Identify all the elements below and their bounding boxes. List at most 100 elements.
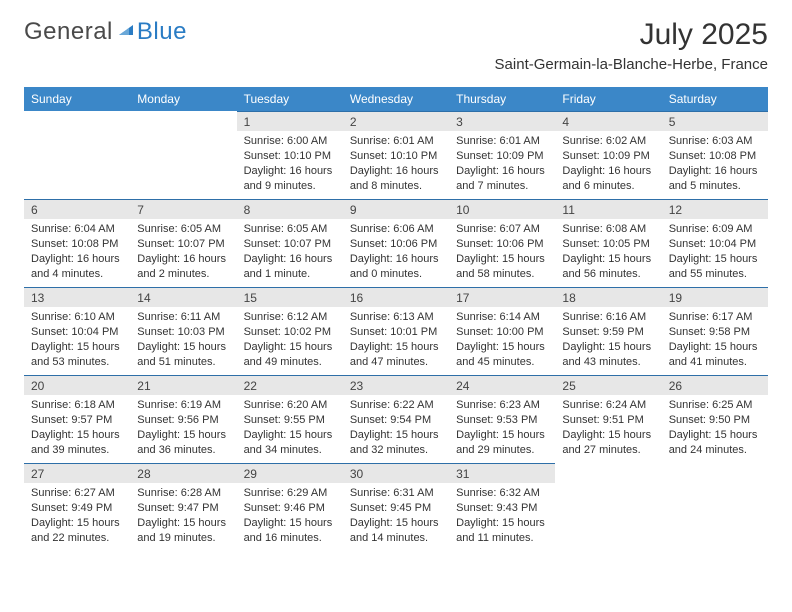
daylight-line: Daylight: 15 hours and 29 minutes. (456, 428, 548, 458)
day-header: Sunday (24, 87, 130, 111)
sunset-line: Sunset: 9:57 PM (31, 413, 123, 428)
sunset-line: Sunset: 10:10 PM (350, 149, 442, 164)
day-number: 17 (449, 287, 555, 307)
day-details: Sunrise: 6:28 AMSunset: 9:47 PMDaylight:… (130, 483, 236, 549)
sunset-line: Sunset: 9:56 PM (137, 413, 229, 428)
sunrise-line: Sunrise: 6:00 AM (244, 134, 336, 149)
logo: General Blue (24, 18, 187, 46)
calendar-day-cell: 11Sunrise: 6:08 AMSunset: 10:05 PMDaylig… (555, 199, 661, 287)
day-header: Thursday (449, 87, 555, 111)
day-details: Sunrise: 6:22 AMSunset: 9:54 PMDaylight:… (343, 395, 449, 461)
daylight-line: Daylight: 15 hours and 16 minutes. (244, 516, 336, 546)
sunset-line: Sunset: 10:07 PM (137, 237, 229, 252)
day-details: Sunrise: 6:17 AMSunset: 9:58 PMDaylight:… (662, 307, 768, 373)
day-number: 7 (130, 199, 236, 219)
sunset-line: Sunset: 9:55 PM (244, 413, 336, 428)
day-number: 11 (555, 199, 661, 219)
day-number: 21 (130, 375, 236, 395)
calendar-day-cell: 29Sunrise: 6:29 AMSunset: 9:46 PMDayligh… (237, 463, 343, 551)
sunrise-line: Sunrise: 6:25 AM (669, 398, 761, 413)
sunrise-line: Sunrise: 6:03 AM (669, 134, 761, 149)
daylight-line: Daylight: 15 hours and 51 minutes. (137, 340, 229, 370)
calendar-day-cell (130, 111, 236, 199)
sunrise-line: Sunrise: 6:23 AM (456, 398, 548, 413)
sunrise-line: Sunrise: 6:20 AM (244, 398, 336, 413)
day-details: Sunrise: 6:05 AMSunset: 10:07 PMDaylight… (237, 219, 343, 285)
day-number: 5 (662, 111, 768, 131)
calendar-week-row: 27Sunrise: 6:27 AMSunset: 9:49 PMDayligh… (24, 463, 768, 551)
day-details: Sunrise: 6:16 AMSunset: 9:59 PMDaylight:… (555, 307, 661, 373)
daylight-line: Daylight: 16 hours and 9 minutes. (244, 164, 336, 194)
day-number: 16 (343, 287, 449, 307)
day-number: 26 (662, 375, 768, 395)
calendar-day-cell: 26Sunrise: 6:25 AMSunset: 9:50 PMDayligh… (662, 375, 768, 463)
sunrise-line: Sunrise: 6:10 AM (31, 310, 123, 325)
sunset-line: Sunset: 10:08 PM (31, 237, 123, 252)
page-header: General Blue July 2025 Saint-Germain-la-… (0, 0, 792, 81)
day-number: 12 (662, 199, 768, 219)
logo-triangle-icon (117, 21, 135, 44)
calendar-day-cell: 18Sunrise: 6:16 AMSunset: 9:59 PMDayligh… (555, 287, 661, 375)
sunrise-line: Sunrise: 6:31 AM (350, 486, 442, 501)
calendar-day-cell: 9Sunrise: 6:06 AMSunset: 10:06 PMDayligh… (343, 199, 449, 287)
sunrise-line: Sunrise: 6:13 AM (350, 310, 442, 325)
daylight-line: Daylight: 16 hours and 2 minutes. (137, 252, 229, 282)
sunrise-line: Sunrise: 6:27 AM (31, 486, 123, 501)
sunset-line: Sunset: 10:04 PM (669, 237, 761, 252)
day-number: 15 (237, 287, 343, 307)
sunrise-line: Sunrise: 6:17 AM (669, 310, 761, 325)
day-details: Sunrise: 6:18 AMSunset: 9:57 PMDaylight:… (24, 395, 130, 461)
day-details: Sunrise: 6:01 AMSunset: 10:09 PMDaylight… (449, 131, 555, 197)
day-number: 27 (24, 463, 130, 483)
day-number: 14 (130, 287, 236, 307)
calendar-day-cell: 22 Sunrise: 6:20 AMSunset: 9:55 PMDayligh… (237, 375, 343, 463)
day-details: Sunrise: 6:04 AMSunset: 10:08 PMDaylight… (24, 219, 130, 285)
daylight-line: Daylight: 16 hours and 4 minutes. (31, 252, 123, 282)
calendar-day-cell: 30Sunrise: 6:31 AMSunset: 9:45 PMDayligh… (343, 463, 449, 551)
day-number: 31 (449, 463, 555, 483)
day-details: Sunrise: 6:29 AMSunset: 9:46 PMDaylight:… (237, 483, 343, 549)
calendar-day-cell: 6Sunrise: 6:04 AMSunset: 10:08 PMDayligh… (24, 199, 130, 287)
sunrise-line: Sunrise: 6:19 AM (137, 398, 229, 413)
day-details: Sunrise: 6:00 AMSunset: 10:10 PMDaylight… (237, 131, 343, 197)
daylight-line: Daylight: 15 hours and 55 minutes. (669, 252, 761, 282)
day-details: Sunrise: 6:24 AMSunset: 9:51 PMDaylight:… (555, 395, 661, 461)
day-number: 29 (237, 463, 343, 483)
sunrise-line: Sunrise: 6:11 AM (137, 310, 229, 325)
day-header: Saturday (662, 87, 768, 111)
day-details: Sunrise: 6:11 AMSunset: 10:03 PMDaylight… (130, 307, 236, 373)
day-number: 28 (130, 463, 236, 483)
sunset-line: Sunset: 10:00 PM (456, 325, 548, 340)
daylight-line: Daylight: 16 hours and 8 minutes. (350, 164, 442, 194)
calendar-day-cell: 31Sunrise: 6:32 AMSunset: 9:43 PMDayligh… (449, 463, 555, 551)
day-header: Friday (555, 87, 661, 111)
calendar-day-cell: 12 Sunrise: 6:09 AMSunset: 10:04 PMDaylig… (662, 199, 768, 287)
daylight-line: Daylight: 15 hours and 34 minutes. (244, 428, 336, 458)
daylight-line: Daylight: 15 hours and 11 minutes. (456, 516, 548, 546)
day-number: 22 (237, 375, 343, 395)
calendar-day-cell: 27Sunrise: 6:27 AMSunset: 9:49 PMDayligh… (24, 463, 130, 551)
calendar-day-cell: 14Sunrise: 6:11 AMSunset: 10:03 PMDaylig… (130, 287, 236, 375)
day-details: Sunrise: 6:06 AMSunset: 10:06 PMDaylight… (343, 219, 449, 285)
day-number: 13 (24, 287, 130, 307)
day-number: 6 (24, 199, 130, 219)
day-details: Sunrise: 6:07 AMSunset: 10:06 PMDaylight… (449, 219, 555, 285)
sunset-line: Sunset: 9:50 PM (669, 413, 761, 428)
day-number: 20 (24, 375, 130, 395)
day-number: 18 (555, 287, 661, 307)
calendar-body: 1Sunrise: 6:00 AMSunset: 10:10 PMDayligh… (24, 111, 768, 551)
sunset-line: Sunset: 10:06 PM (456, 237, 548, 252)
daylight-line: Daylight: 15 hours and 45 minutes. (456, 340, 548, 370)
sunset-line: Sunset: 9:43 PM (456, 501, 548, 516)
day-details: Sunrise: 6:02 AMSunset: 10:09 PMDaylight… (555, 131, 661, 197)
sunset-line: Sunset: 10:02 PM (244, 325, 336, 340)
day-details: Sunrise: 6:05 AMSunset: 10:07 PMDaylight… (130, 219, 236, 285)
day-header: Tuesday (237, 87, 343, 111)
calendar-week-row: 1Sunrise: 6:00 AMSunset: 10:10 PMDayligh… (24, 111, 768, 199)
sunrise-line: Sunrise: 6:09 AM (669, 222, 761, 237)
calendar-day-cell (662, 463, 768, 551)
daylight-line: Daylight: 16 hours and 1 minute. (244, 252, 336, 282)
sunrise-line: Sunrise: 6:05 AM (244, 222, 336, 237)
sunset-line: Sunset: 10:03 PM (137, 325, 229, 340)
sunset-line: Sunset: 9:54 PM (350, 413, 442, 428)
